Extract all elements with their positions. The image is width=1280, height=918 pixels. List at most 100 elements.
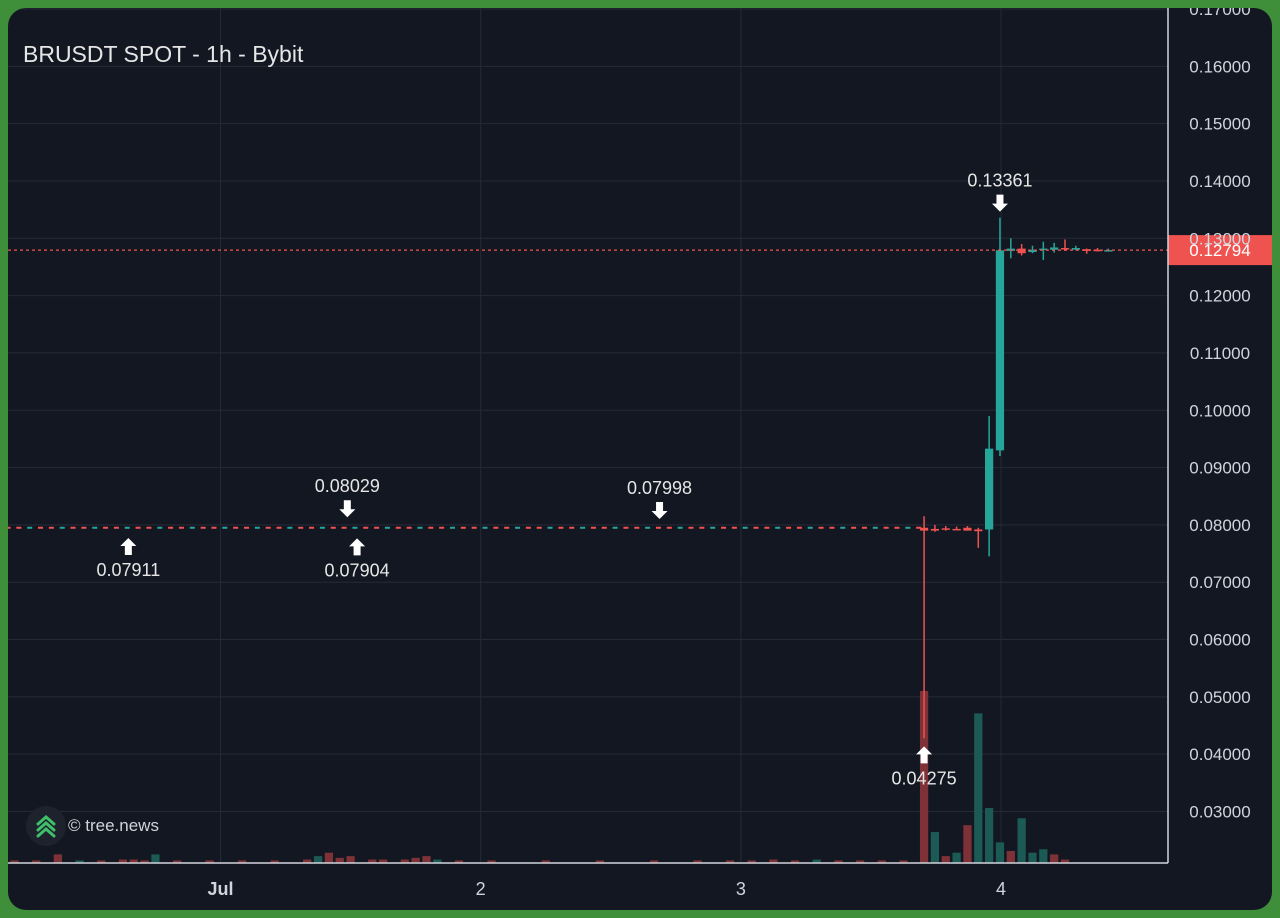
flat-candle	[731, 526, 737, 529]
flat-candle	[16, 526, 22, 529]
y-tick-label: 0.03000	[1189, 803, 1250, 822]
flat-candle	[309, 526, 315, 529]
flat-candle	[59, 526, 65, 529]
x-tick-label: 4	[996, 879, 1006, 899]
annotation-arrow-icon	[339, 500, 356, 518]
flat-candle	[872, 526, 878, 529]
flat-candle	[330, 526, 336, 529]
flat-candle	[417, 526, 423, 529]
annotation-arrow-icon	[120, 537, 137, 555]
x-tick-label: 2	[476, 879, 486, 899]
volume-bar	[151, 854, 160, 863]
flat-candle	[840, 526, 846, 529]
volume-bar	[650, 860, 659, 863]
volume-bar	[118, 859, 128, 863]
candles	[919, 217, 1113, 739]
flat-candle	[742, 526, 748, 529]
y-tick-label: 0.17000	[1189, 8, 1250, 19]
y-tick-label: 0.14000	[1189, 172, 1250, 191]
flat-candle	[200, 526, 206, 529]
volume-bar	[693, 860, 702, 863]
flat-candle	[81, 526, 87, 529]
volume-bar	[1050, 854, 1059, 863]
flat-candle	[525, 526, 531, 529]
flat-candle	[677, 526, 683, 529]
flat-candle	[558, 526, 564, 529]
flat-candle	[222, 526, 228, 529]
annotation-label: 0.08029	[315, 476, 380, 496]
y-tick-label: 0.13000	[1189, 229, 1250, 248]
volume-bar	[173, 860, 182, 863]
flat-candle	[590, 526, 596, 529]
price-annotations: 0.07911 0.08029 0.07904 0.07998 0.04275 0.133…	[96, 171, 1032, 789]
y-tick-label: 0.06000	[1189, 631, 1250, 650]
flat-candle	[168, 526, 174, 529]
flat-candle	[493, 526, 499, 529]
candle-body	[995, 250, 1005, 451]
flat-candle	[384, 526, 390, 529]
volume-bar	[75, 860, 84, 863]
flat-candle	[786, 526, 792, 529]
volume-bar	[941, 856, 950, 863]
flat-candles	[8, 526, 922, 529]
flat-candle	[861, 526, 867, 529]
volume-bar	[335, 857, 344, 863]
candle-body	[1039, 248, 1048, 251]
flat-candle	[157, 526, 163, 529]
annotation-arrow-icon	[916, 746, 933, 764]
annotation-arrow-icon	[991, 194, 1008, 212]
flat-candle	[352, 526, 358, 529]
candle-body	[1050, 247, 1059, 250]
flat-candle	[287, 526, 293, 529]
volume-bar	[919, 691, 929, 863]
flat-candle	[276, 526, 282, 529]
x-tick-label: Jul	[207, 879, 233, 899]
flat-candle	[92, 526, 98, 529]
volume-bar	[97, 860, 106, 863]
volume-bar	[303, 859, 312, 863]
flat-candle	[612, 526, 618, 529]
flat-candle	[70, 526, 76, 529]
volume-bar	[313, 856, 323, 863]
price-chart[interactable]: 0.12794 0.07911 0.08029 0.07904 0.07998 0.04…	[8, 8, 1272, 910]
flat-candle	[460, 526, 466, 529]
flat-candle	[48, 526, 54, 529]
volume-bar	[411, 857, 420, 863]
flat-candle	[103, 526, 109, 529]
volume-bar	[790, 860, 800, 863]
candle-body	[1082, 249, 1091, 251]
candle-body	[1060, 248, 1070, 250]
flat-candle	[233, 526, 239, 529]
flat-candle	[699, 526, 705, 529]
flat-candle	[851, 526, 857, 529]
flat-candle	[688, 526, 694, 529]
annotation-label: 0.07904	[325, 560, 390, 580]
volume-bar	[1017, 818, 1026, 863]
last-price-label: 0.12794	[1189, 241, 1250, 260]
volume-bar	[378, 859, 388, 863]
volume-bar	[238, 860, 247, 863]
flat-candle	[504, 526, 510, 529]
flat-candle	[113, 526, 119, 529]
x-axis: Jul 2 3 4	[8, 862, 1168, 899]
flat-candle	[363, 526, 369, 529]
watermark: © tree.news	[26, 806, 159, 846]
flat-candle	[580, 526, 586, 529]
candle-body	[952, 528, 961, 531]
flat-candle	[764, 526, 770, 529]
volume-bar	[454, 860, 464, 863]
volume-bar	[855, 860, 865, 863]
flat-candle	[146, 526, 152, 529]
candle-body	[1071, 248, 1080, 250]
flat-candle	[536, 526, 542, 529]
last-price-tag	[1168, 235, 1272, 266]
volume-bar	[270, 860, 279, 863]
flat-candle	[883, 526, 889, 529]
y-tick-label: 0.04000	[1189, 745, 1250, 764]
last-price-line: 0.12794	[8, 235, 1272, 266]
candle-body	[1028, 249, 1037, 253]
annotation-label: 0.07998	[627, 478, 692, 498]
flat-candle	[547, 526, 553, 529]
candle-body	[919, 527, 929, 531]
x-tick-label: 3	[736, 879, 746, 899]
